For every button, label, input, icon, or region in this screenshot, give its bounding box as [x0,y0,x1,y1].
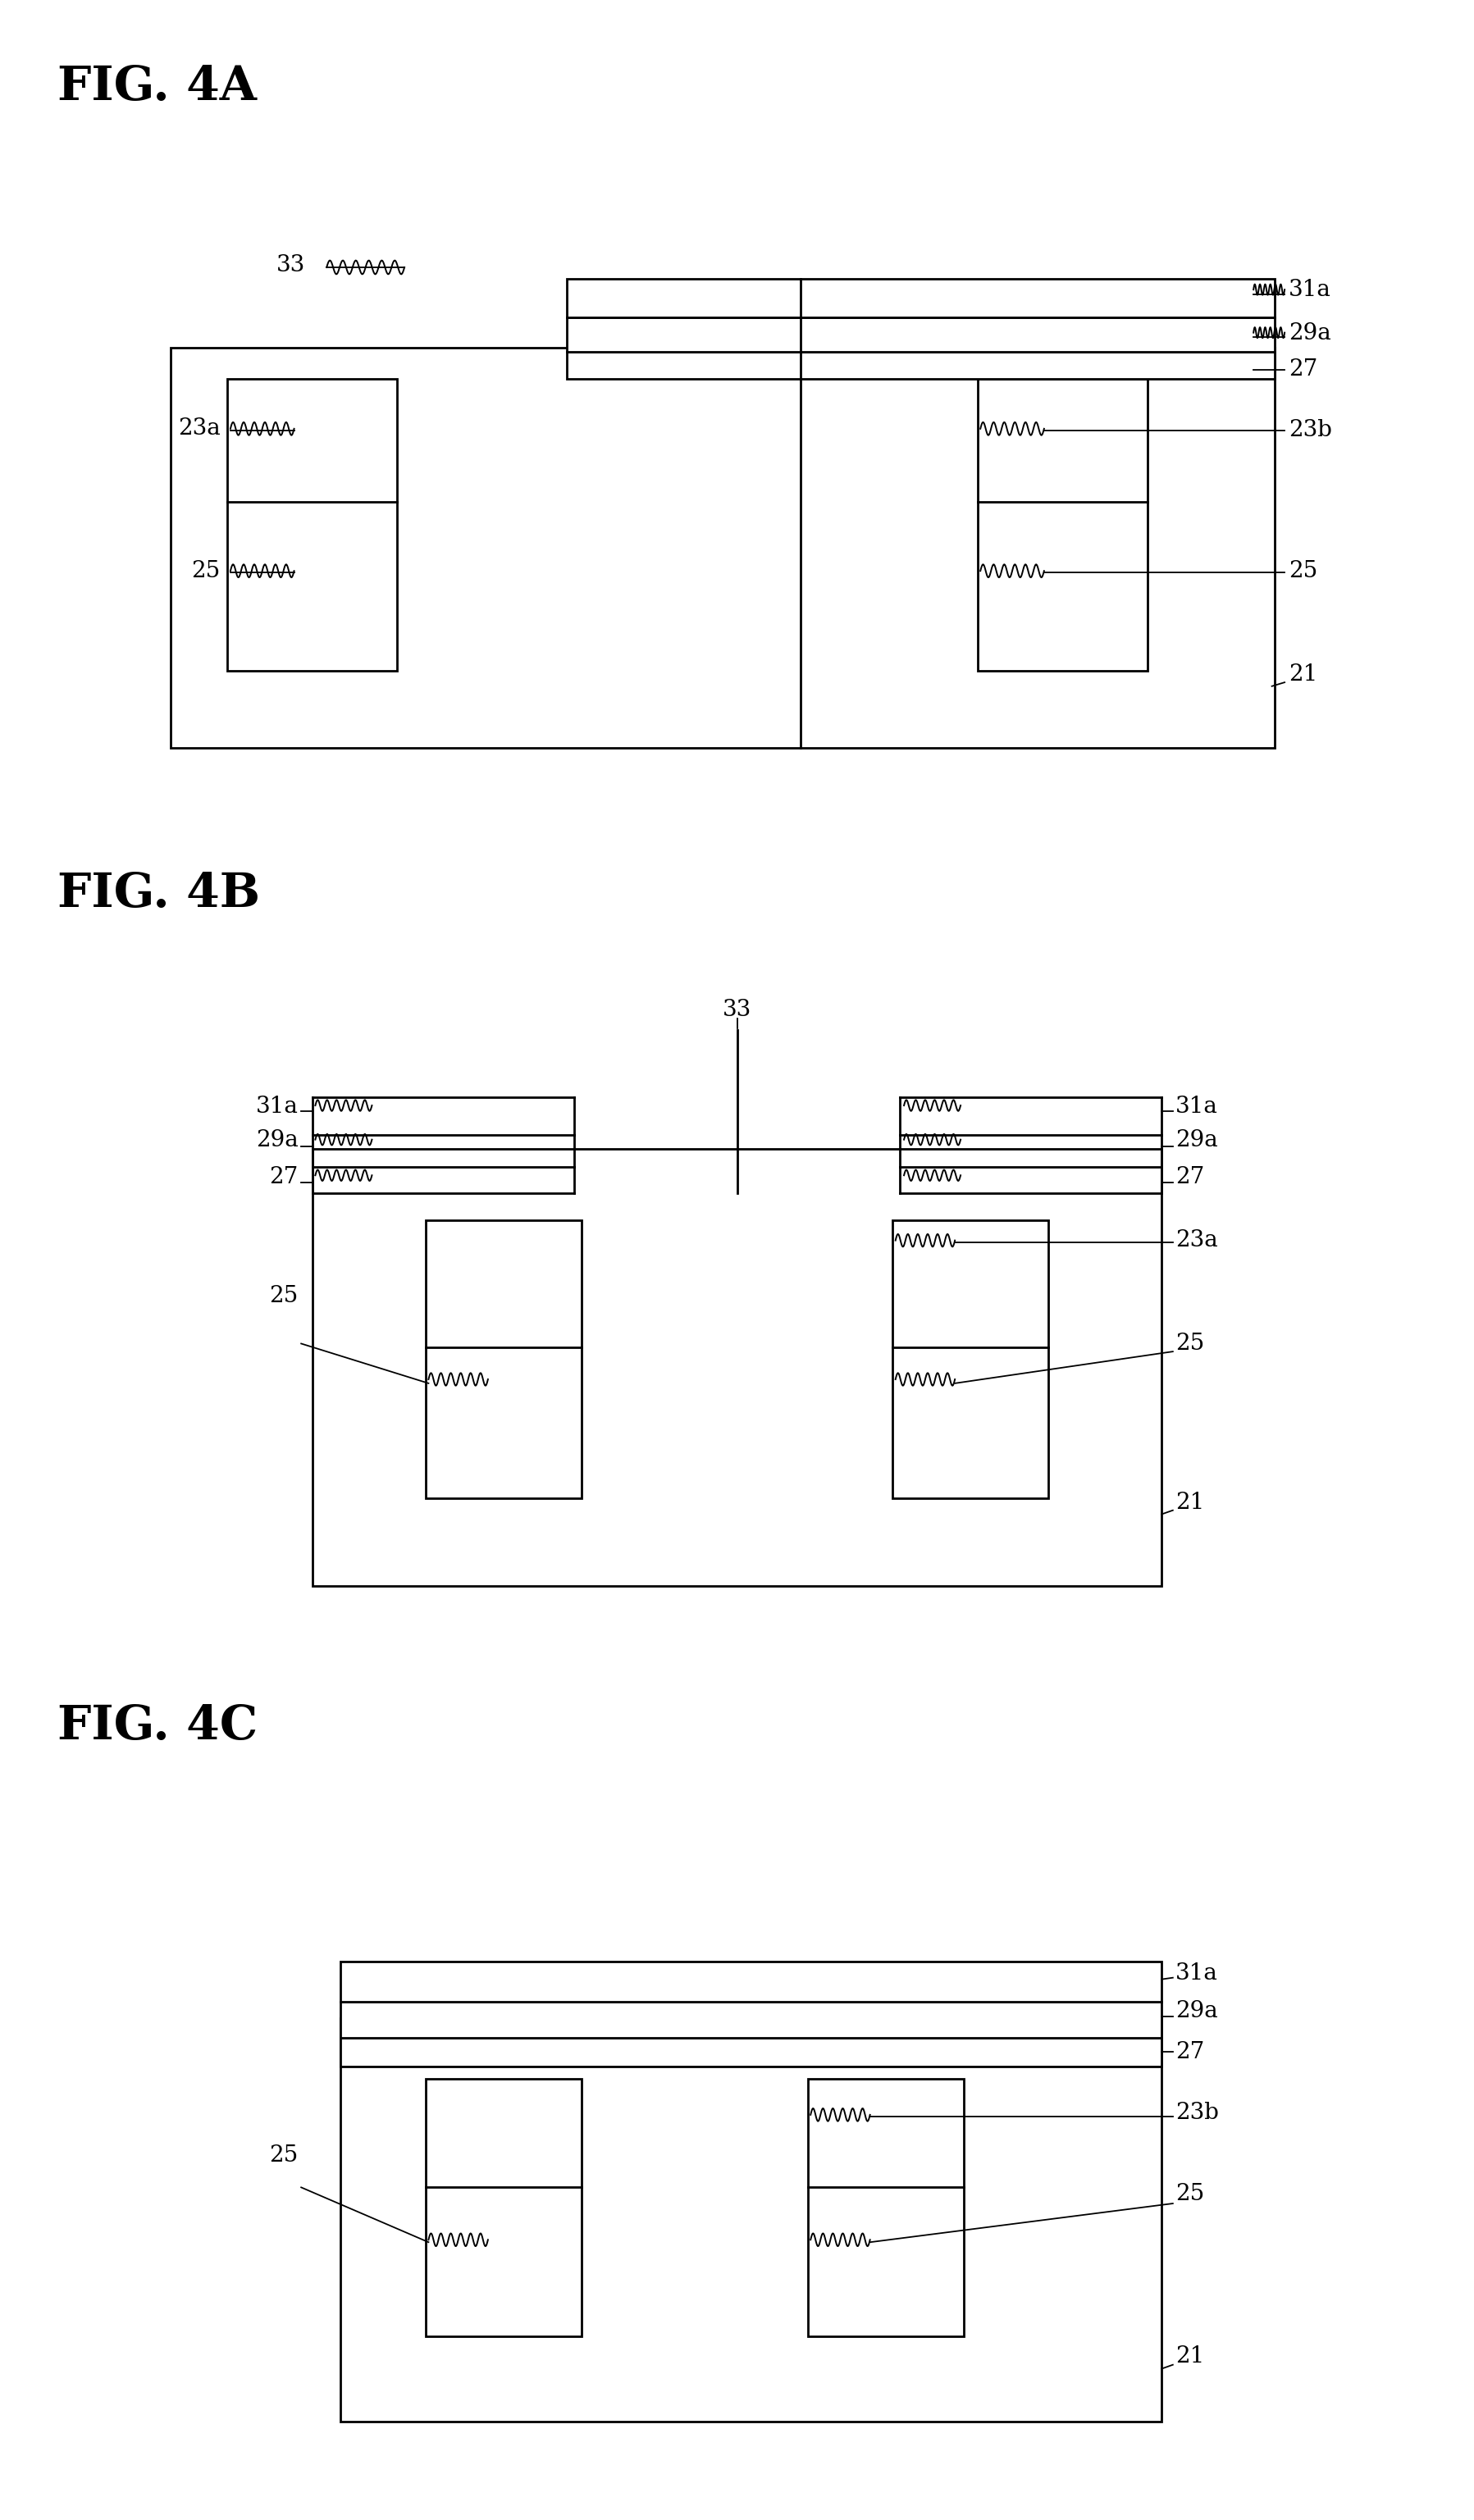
Text: 23b: 23b [1288,418,1332,441]
Text: 25: 25 [192,559,221,582]
Bar [227,378,398,670]
Text: 23a: 23a [178,418,221,441]
Bar [893,1220,1048,1499]
Bar [340,2039,1162,2066]
Text: 29a: 29a [1176,1129,1218,1152]
Text: 25: 25 [1288,559,1318,582]
Text: 31a: 31a [1288,280,1331,300]
Bar [340,1961,1162,2001]
Bar [977,378,1147,670]
Text: 23a: 23a [1176,1230,1218,1252]
Text: 25: 25 [270,2145,298,2167]
Bar [426,2079,581,2336]
Text: FIG. 4C: FIG. 4C [57,1704,258,1749]
Bar [567,318,1275,353]
Text: 27: 27 [1176,2041,1204,2064]
Text: 27: 27 [270,1167,298,1187]
Bar [567,353,1275,378]
Text: 31a: 31a [1176,1096,1218,1116]
Text: 29a: 29a [256,1129,298,1152]
Bar [567,280,1275,318]
Text: FIG. 4A: FIG. 4A [57,63,256,108]
Text: 21: 21 [1288,663,1318,685]
Bar [312,1149,1162,1585]
Text: 21: 21 [1176,1492,1204,1515]
Text: 25: 25 [270,1285,298,1308]
Bar [426,1220,581,1499]
Bar [171,348,1275,748]
Text: FIG. 4B: FIG. 4B [57,872,261,917]
Text: 31a: 31a [256,1096,298,1116]
Text: 27: 27 [1288,358,1318,381]
Bar [340,2019,1162,2422]
Text: 33: 33 [277,255,305,277]
Bar [340,2001,1162,2039]
Text: 33: 33 [722,998,752,1021]
Text: 23b: 23b [1176,2102,1219,2124]
Text: 21: 21 [1176,2346,1204,2369]
Text: 29a: 29a [1176,2001,1218,2024]
Bar [808,2079,964,2336]
Text: 25: 25 [1176,2182,1204,2205]
Text: 29a: 29a [1288,323,1331,345]
Text: 27: 27 [1176,1167,1204,1187]
Text: 25: 25 [1176,1333,1204,1356]
Text: 31a: 31a [1176,1963,1218,1986]
